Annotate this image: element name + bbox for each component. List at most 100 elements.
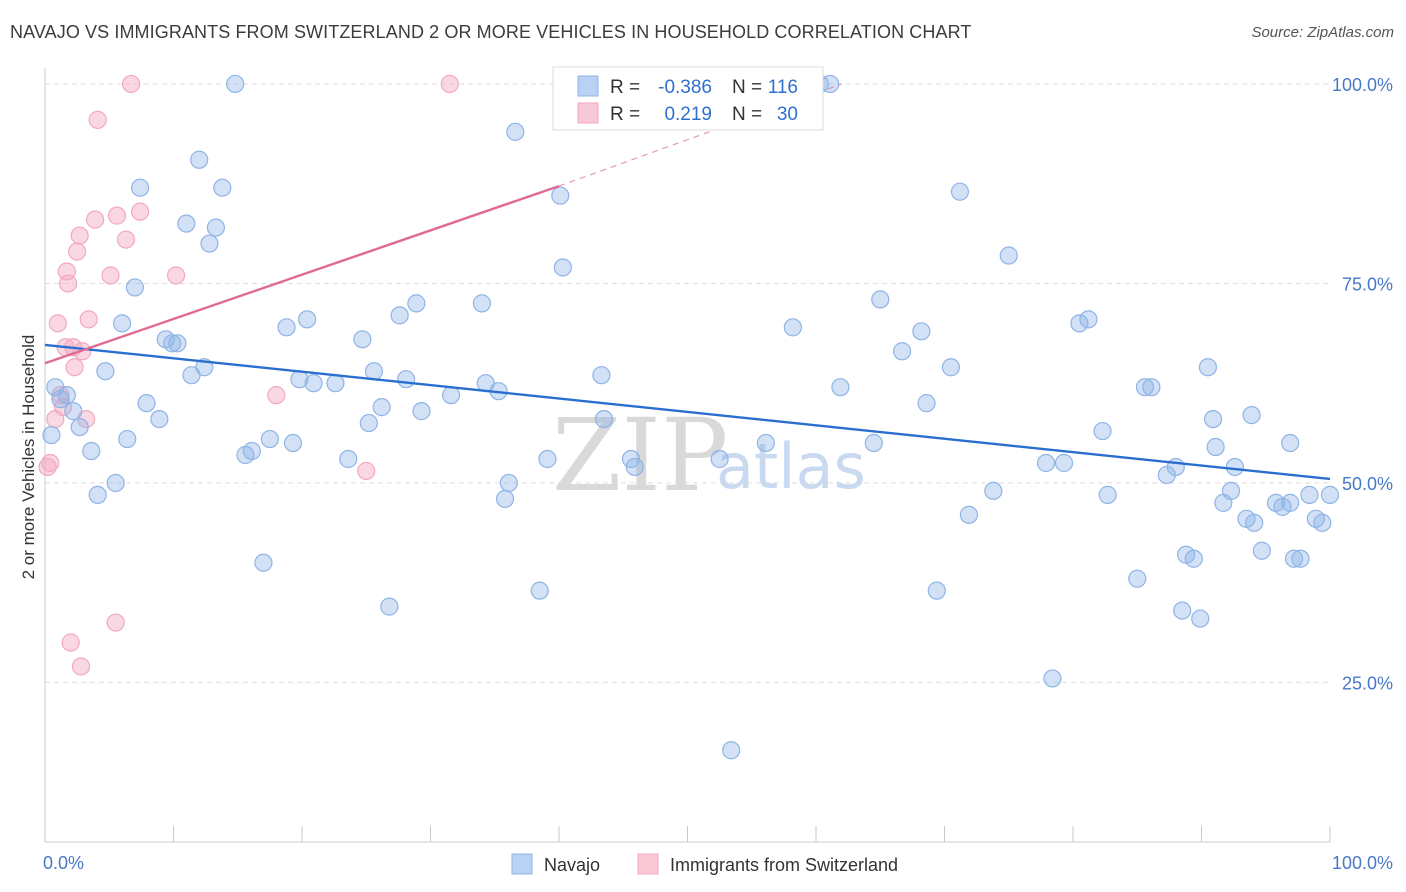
navajo-point: [495, 489, 515, 508]
navajo-point: [163, 334, 182, 353]
swiss-point: [130, 202, 150, 221]
swiss-r-label: R =: [610, 104, 640, 125]
navajo-point: [1206, 437, 1225, 457]
x-tick-label-max: 100.0%: [1332, 853, 1393, 873]
swiss-n-label: N =: [732, 104, 762, 125]
navajo-point: [390, 306, 409, 325]
swiss-point: [106, 613, 125, 632]
navajo-point: [412, 402, 431, 421]
swiss-r-value: 0.219: [664, 104, 712, 125]
navajo-point: [506, 122, 525, 141]
navajo-point: [277, 318, 296, 337]
navajo-point: [1128, 569, 1147, 588]
navajo-point: [206, 218, 226, 237]
navajo-point: [57, 386, 76, 405]
swiss-trend-line: [44, 184, 560, 365]
navajo-point: [592, 366, 611, 385]
navajo-point: [70, 417, 89, 437]
navajo-point: [380, 597, 399, 616]
navajo-point: [1098, 485, 1117, 504]
swiss-point: [70, 226, 89, 245]
navajo-point: [304, 374, 323, 393]
navajo-point: [1242, 406, 1261, 425]
navajo-point: [472, 294, 491, 313]
y-tick-labels: 25.0% 50.0% 75.0% 100.0%: [1332, 75, 1393, 693]
swiss-point: [440, 74, 459, 94]
navajo-point: [326, 374, 345, 393]
navajo-point: [1173, 601, 1192, 620]
navajo-point: [756, 433, 775, 453]
chart-title: NAVAJO VS IMMIGRANTS FROM SWITZERLAND 2 …: [10, 22, 972, 42]
bottom-legend-swiss-label: Immigrants from Switzerland: [670, 855, 898, 875]
navajo-point: [927, 581, 946, 600]
navajo-points: [42, 74, 1340, 760]
navajo-point: [551, 186, 570, 205]
navajo-point: [999, 246, 1018, 265]
navajo-point: [1043, 669, 1062, 688]
swiss-point: [267, 386, 286, 405]
navajo-point: [917, 394, 936, 413]
bottom-legend: Navajo Immigrants from Switzerland: [511, 853, 898, 875]
navajo-point: [1070, 314, 1089, 333]
navajo-r-value: -0.386: [658, 77, 712, 98]
swiss-point: [88, 110, 107, 129]
swiss-point: [79, 310, 98, 329]
navajo-point: [1225, 457, 1245, 477]
y-tick-label-50: 50.0%: [1342, 474, 1393, 494]
trend-lines: [44, 83, 1331, 481]
swiss-point: [71, 657, 91, 676]
navajo-point: [538, 449, 557, 469]
navajo-point: [298, 310, 317, 329]
navajo-point: [1284, 549, 1304, 568]
watermark: ZIP atlas: [552, 397, 866, 514]
navajo-point: [1203, 409, 1223, 429]
bottom-legend-navajo-swatch: [511, 853, 533, 875]
y-axis-label: 2 or more Vehicles in Household: [19, 335, 38, 580]
navajo-point: [1313, 513, 1332, 532]
navajo-point: [1300, 485, 1319, 504]
navajo-point: [130, 178, 150, 197]
navajo-point: [177, 214, 196, 233]
navajo-point: [353, 330, 372, 349]
watermark-zip: ZIP: [552, 397, 728, 514]
swiss-point: [357, 461, 376, 481]
navajo-point: [137, 394, 156, 413]
navajo-n-label: N =: [732, 77, 762, 98]
navajo-point: [106, 473, 125, 493]
swiss-point: [166, 266, 186, 285]
bottom-legend-swiss-swatch: [637, 853, 659, 875]
navajo-point: [783, 318, 802, 337]
navajo-point: [283, 433, 303, 453]
navajo-point: [372, 398, 391, 417]
swiss-point: [107, 206, 127, 225]
navajo-point: [959, 505, 979, 524]
navajo-point: [1079, 310, 1098, 329]
navajo-point: [625, 457, 644, 477]
swiss-point: [121, 74, 141, 94]
navajo-point: [892, 342, 912, 361]
swiss-n-value: 30: [777, 104, 798, 125]
navajo-n-value: 116: [768, 77, 798, 98]
navajo-point: [864, 433, 883, 453]
swiss-point: [86, 210, 105, 229]
navajo-point: [150, 409, 169, 429]
navajo-point: [168, 334, 187, 353]
navajo-swatch: [577, 75, 599, 97]
watermark-atlas: atlas: [716, 430, 866, 503]
navajo-point: [96, 362, 115, 381]
navajo-point: [118, 429, 137, 449]
navajo-point: [1320, 485, 1340, 504]
source-credit: Source: ZipAtlas.com: [1251, 24, 1394, 41]
navajo-point: [553, 258, 572, 277]
navajo-point: [190, 150, 209, 169]
navajo-point: [1281, 433, 1300, 453]
navajo-r-label: R =: [610, 77, 640, 98]
bottom-legend-navajo-label: Navajo: [544, 855, 600, 875]
axes: [44, 68, 1331, 843]
navajo-point: [359, 413, 378, 433]
navajo-point: [364, 362, 384, 381]
navajo-point: [912, 322, 931, 341]
navajo-point: [1142, 378, 1161, 397]
navajo-point: [339, 449, 358, 469]
